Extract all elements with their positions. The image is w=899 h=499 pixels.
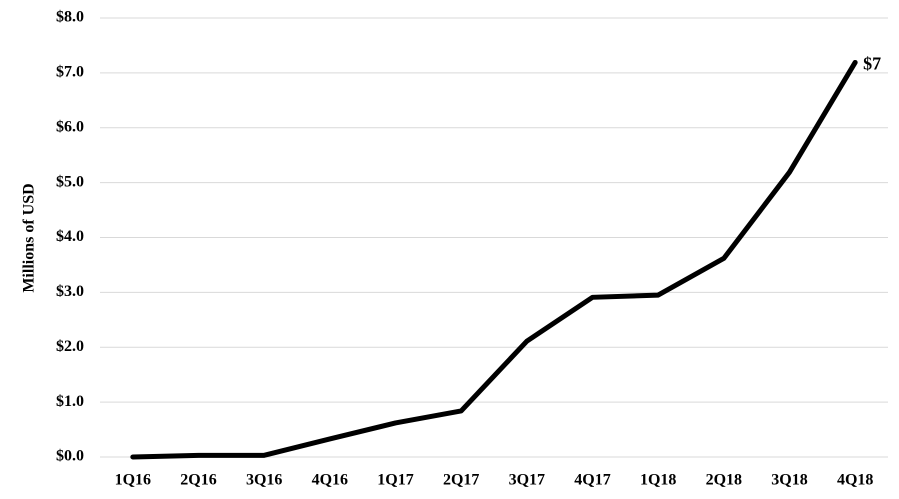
y-tick-label: $2.0: [56, 338, 84, 355]
data-line: [130, 59, 858, 460]
y-tick-label: $1.0: [56, 393, 84, 410]
y-tick-label: $7.0: [56, 64, 84, 81]
x-tick-label: 4Q16: [312, 472, 348, 489]
data-label: $7: [863, 54, 881, 74]
x-tick-label: 1Q16: [115, 472, 151, 489]
x-tick-label: 1Q17: [377, 472, 413, 489]
x-tick-label: 4Q18: [837, 472, 873, 489]
x-tick-label: 3Q17: [509, 472, 545, 489]
x-tick-label: 2Q17: [443, 472, 479, 489]
y-axis-title: Millions of USD: [21, 183, 38, 292]
x-tick-label: 3Q16: [246, 472, 282, 489]
y-tick-label: $8.0: [56, 9, 84, 26]
y-tick-label: $5.0: [56, 173, 84, 190]
y-tick-label: $3.0: [56, 283, 84, 300]
y-tick-label: $6.0: [56, 118, 84, 135]
y-tick-label: $4.0: [56, 228, 84, 245]
x-tick-label: 4Q17: [574, 472, 610, 489]
y-tick-label: $0.0: [56, 448, 84, 465]
x-tick-label: 2Q18: [706, 472, 742, 489]
x-tick-label: 1Q18: [640, 472, 676, 489]
x-tick-label: 2Q16: [180, 472, 216, 489]
x-tick-label: 3Q18: [771, 472, 807, 489]
